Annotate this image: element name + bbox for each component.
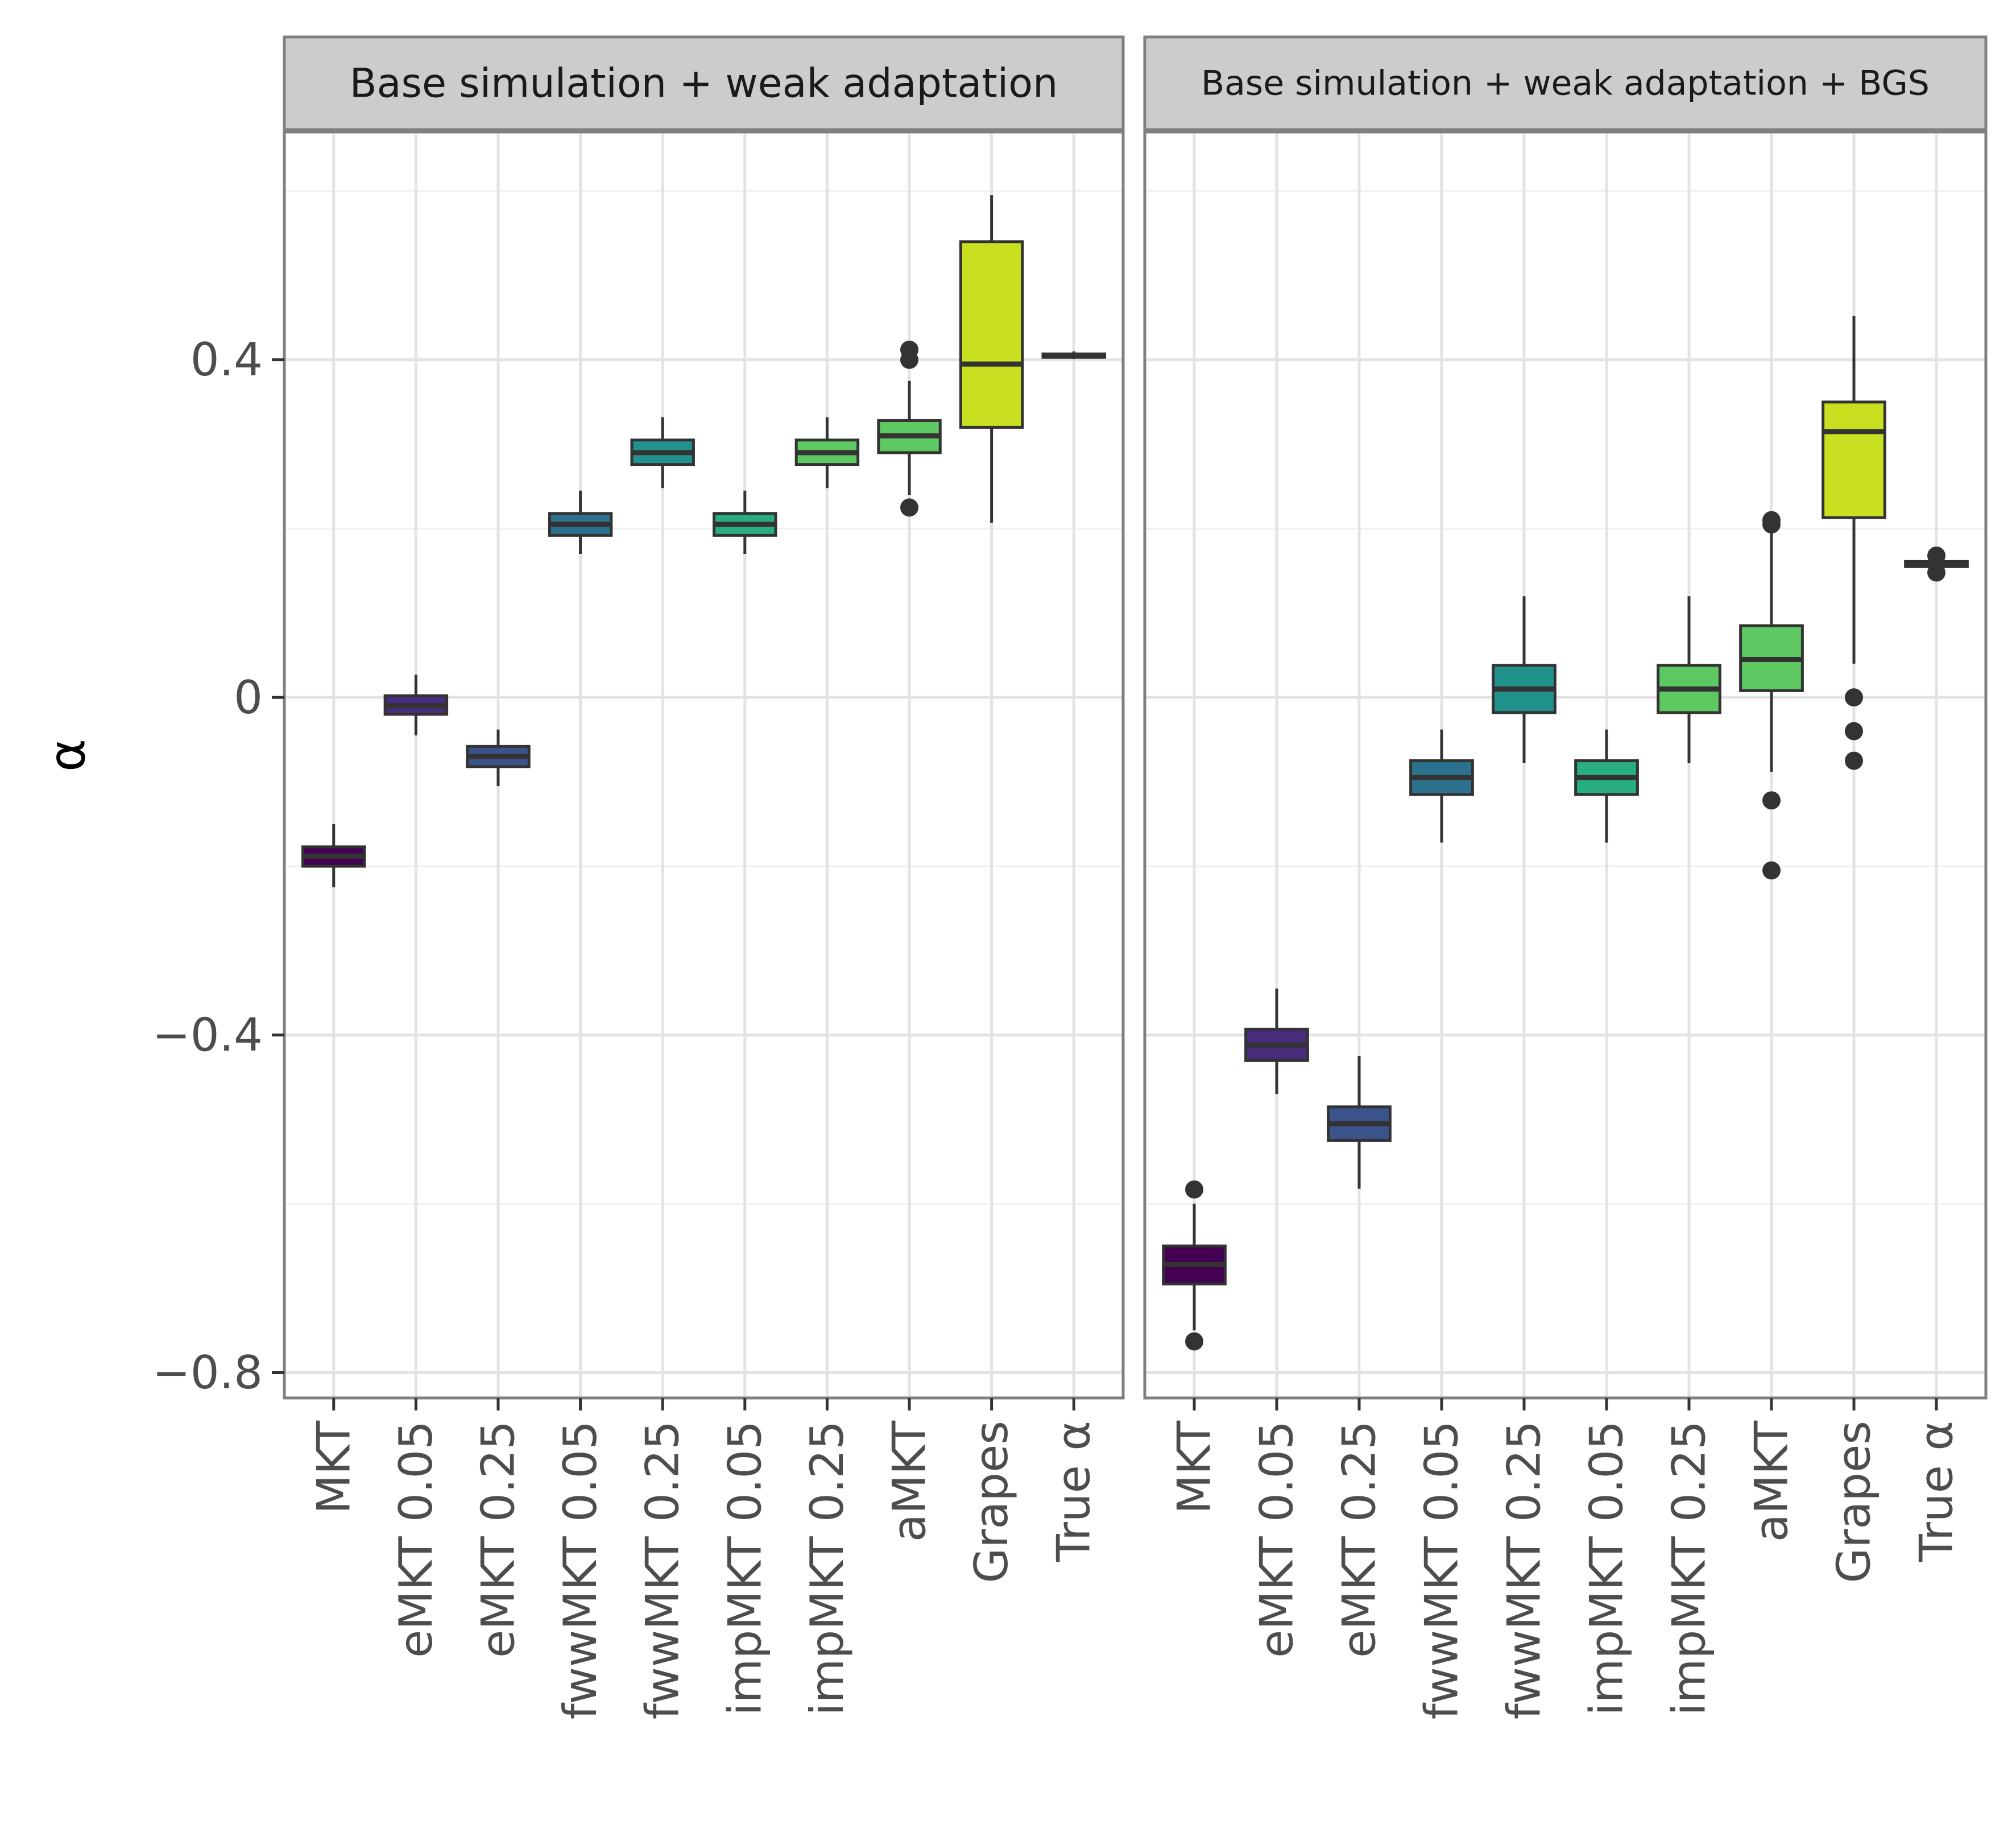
x-tick-label: MKT — [1168, 1420, 1221, 1514]
box-impmkt-0-05 — [713, 490, 777, 554]
x-tick-label: fwwMKT 0.25 — [1498, 1421, 1551, 1719]
x-tick-label: Grapes — [1828, 1421, 1881, 1583]
box-layer — [301, 195, 1106, 888]
outlier-point — [1845, 751, 1863, 770]
box-mkt — [1162, 1180, 1227, 1351]
box-true- — [1041, 351, 1106, 359]
box-grapes — [1822, 316, 1886, 770]
x-tick-label: MKT — [307, 1420, 360, 1514]
x-tick-label: aMKT — [1745, 1420, 1798, 1542]
box-fwwmkt-0-25 — [1492, 596, 1556, 764]
y-axis: 0.4 0 −0.4 −0.8 — [152, 333, 284, 1399]
y-tick-label: 0.4 — [191, 333, 263, 386]
box-fwwmkt-0-25 — [630, 417, 695, 489]
outlier-point — [1845, 688, 1863, 707]
y-tick-label: −0.4 — [152, 1008, 263, 1061]
outlier-point — [1927, 546, 1945, 565]
x-tick-label: eMKT 0.05 — [390, 1421, 442, 1658]
y-axis-title: α — [38, 739, 97, 772]
box-fwwmkt-0-05 — [1409, 729, 1474, 843]
y-tick-label: −0.8 — [152, 1346, 263, 1399]
x-tick-label: eMKT 0.05 — [1251, 1421, 1303, 1658]
box-amkt — [1739, 511, 1804, 880]
x-tick-label: aMKT — [883, 1420, 936, 1542]
box-mkt — [301, 824, 366, 888]
panel-border — [283, 130, 1125, 1400]
x-tick-label: True α — [1910, 1421, 1963, 1562]
box-impmkt-0-25 — [1657, 596, 1721, 764]
facet-strip-title: Base simulation + weak adaptation — [350, 60, 1058, 107]
box-body — [1822, 400, 1886, 519]
x-tick-label: eMKT 0.25 — [1333, 1421, 1386, 1658]
box-emkt-0-05 — [383, 675, 449, 736]
box-emkt-0-25 — [466, 729, 531, 787]
box-body — [959, 240, 1024, 429]
outlier-point — [1927, 563, 1945, 582]
box-emkt-0-05 — [1244, 988, 1309, 1094]
x-tick-label: impMKT 0.05 — [1580, 1421, 1633, 1716]
x-tick-label: fwwMKT 0.05 — [554, 1421, 607, 1719]
facet-strip-title: Base simulation + weak adaptation + BGS — [1201, 64, 1930, 104]
facet-strip — [1143, 35, 1988, 131]
minor-gridlines — [1145, 190, 1986, 1205]
box-true- — [1904, 546, 1969, 582]
outlier-point — [900, 340, 919, 359]
x-tick-label: impMKT 0.25 — [801, 1421, 854, 1716]
box-fwwmkt-0-05 — [548, 490, 613, 554]
y-tick-label: 0 — [234, 671, 263, 724]
outlier-point — [900, 498, 919, 517]
outlier-point — [1762, 861, 1781, 880]
minor-gridlines — [284, 190, 1123, 1205]
x-tick-label: fwwMKT 0.25 — [636, 1421, 689, 1719]
box-grapes — [959, 195, 1024, 523]
outlier-point — [1762, 511, 1781, 529]
panel-base-simulation-bgs: Base simulation + weak adaptation + BGS … — [1143, 35, 1988, 1719]
outlier-point — [1185, 1332, 1203, 1351]
box-impmkt-0-25 — [794, 417, 860, 489]
panel-border — [1143, 130, 1988, 1400]
box-layer — [1162, 316, 1969, 1351]
outlier-point — [1762, 791, 1781, 810]
box-impmkt-0-05 — [1574, 729, 1639, 843]
box-emkt-0-25 — [1327, 1056, 1392, 1189]
x-tick-label: eMKT 0.25 — [471, 1421, 524, 1658]
x-tick-label: impMKT 0.25 — [1663, 1421, 1716, 1716]
facet-strip — [283, 35, 1125, 131]
panel-background — [1145, 132, 1986, 1398]
outlier-point — [1845, 722, 1863, 740]
major-gridlines — [1145, 132, 1986, 1398]
x-tick-label: Grapes — [965, 1421, 1018, 1583]
x-tick-label: impMKT 0.05 — [718, 1421, 771, 1716]
x-tick-label: True α — [1048, 1421, 1100, 1562]
panel-base-simulation: Base simulation + weak adaptation MKT eMK… — [283, 35, 1125, 1719]
box-amkt — [877, 340, 942, 517]
outlier-point — [1185, 1180, 1203, 1199]
x-axis: MKT eMKT 0.05 eMKT 0.25 fwwMKT 0.05 fwwMKT 0… — [307, 1398, 1100, 1719]
x-axis: MKT eMKT 0.05 eMKT 0.25 fwwMKT 0.05 fwwMKT 0… — [1168, 1398, 1963, 1719]
x-tick-label: fwwMKT 0.05 — [1415, 1421, 1468, 1719]
